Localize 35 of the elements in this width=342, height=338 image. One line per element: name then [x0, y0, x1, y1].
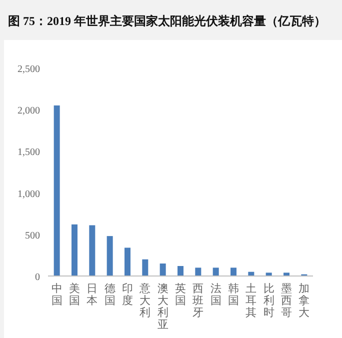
y-tick-label: 500 [25, 230, 40, 242]
x-tick-label: 中国 [51, 282, 62, 307]
bar [106, 236, 113, 276]
x-tick-label: 意大利 [138, 282, 151, 319]
bar [212, 268, 219, 276]
x-tick-label: 比利时 [263, 282, 274, 319]
x-tick-label: 印度 [122, 282, 133, 307]
y-tick-label: 1,500 [18, 147, 40, 158]
chart-title: 图 75：2019 年世界主要国家太阳能光伏装机容量（亿瓦特） [8, 14, 326, 28]
y-tick-label: 0 [35, 272, 40, 283]
bar [89, 225, 96, 276]
bar [230, 268, 236, 276]
x-tick-label: 英国 [175, 282, 186, 307]
y-tick-label: 1,000 [18, 188, 40, 200]
y-tick-label: 2,000 [18, 106, 40, 117]
x-tick-label: 澳大利亚 [157, 283, 168, 331]
x-tick-label: 法国 [210, 282, 222, 307]
x-tick-label: 西班牙 [192, 283, 204, 319]
bar [160, 264, 166, 276]
bar [266, 272, 272, 276]
x-tick-label: 墨西哥 [281, 283, 292, 319]
bar [195, 268, 202, 276]
bar [124, 248, 130, 276]
bar [284, 272, 290, 276]
x-tick-label: 德国 [104, 283, 116, 307]
bar [178, 266, 184, 276]
x-tick-label: 土耳其 [246, 282, 257, 319]
x-tick-label: 美国 [69, 282, 80, 307]
x-tick-label: 韩国 [228, 282, 239, 307]
bar [72, 224, 78, 276]
bar [142, 259, 148, 276]
x-tick-label: 加拿大 [298, 282, 310, 319]
bar [54, 105, 60, 276]
x-tick-label: 日本 [86, 283, 98, 307]
y-tick-label: 2,500 [18, 64, 40, 75]
